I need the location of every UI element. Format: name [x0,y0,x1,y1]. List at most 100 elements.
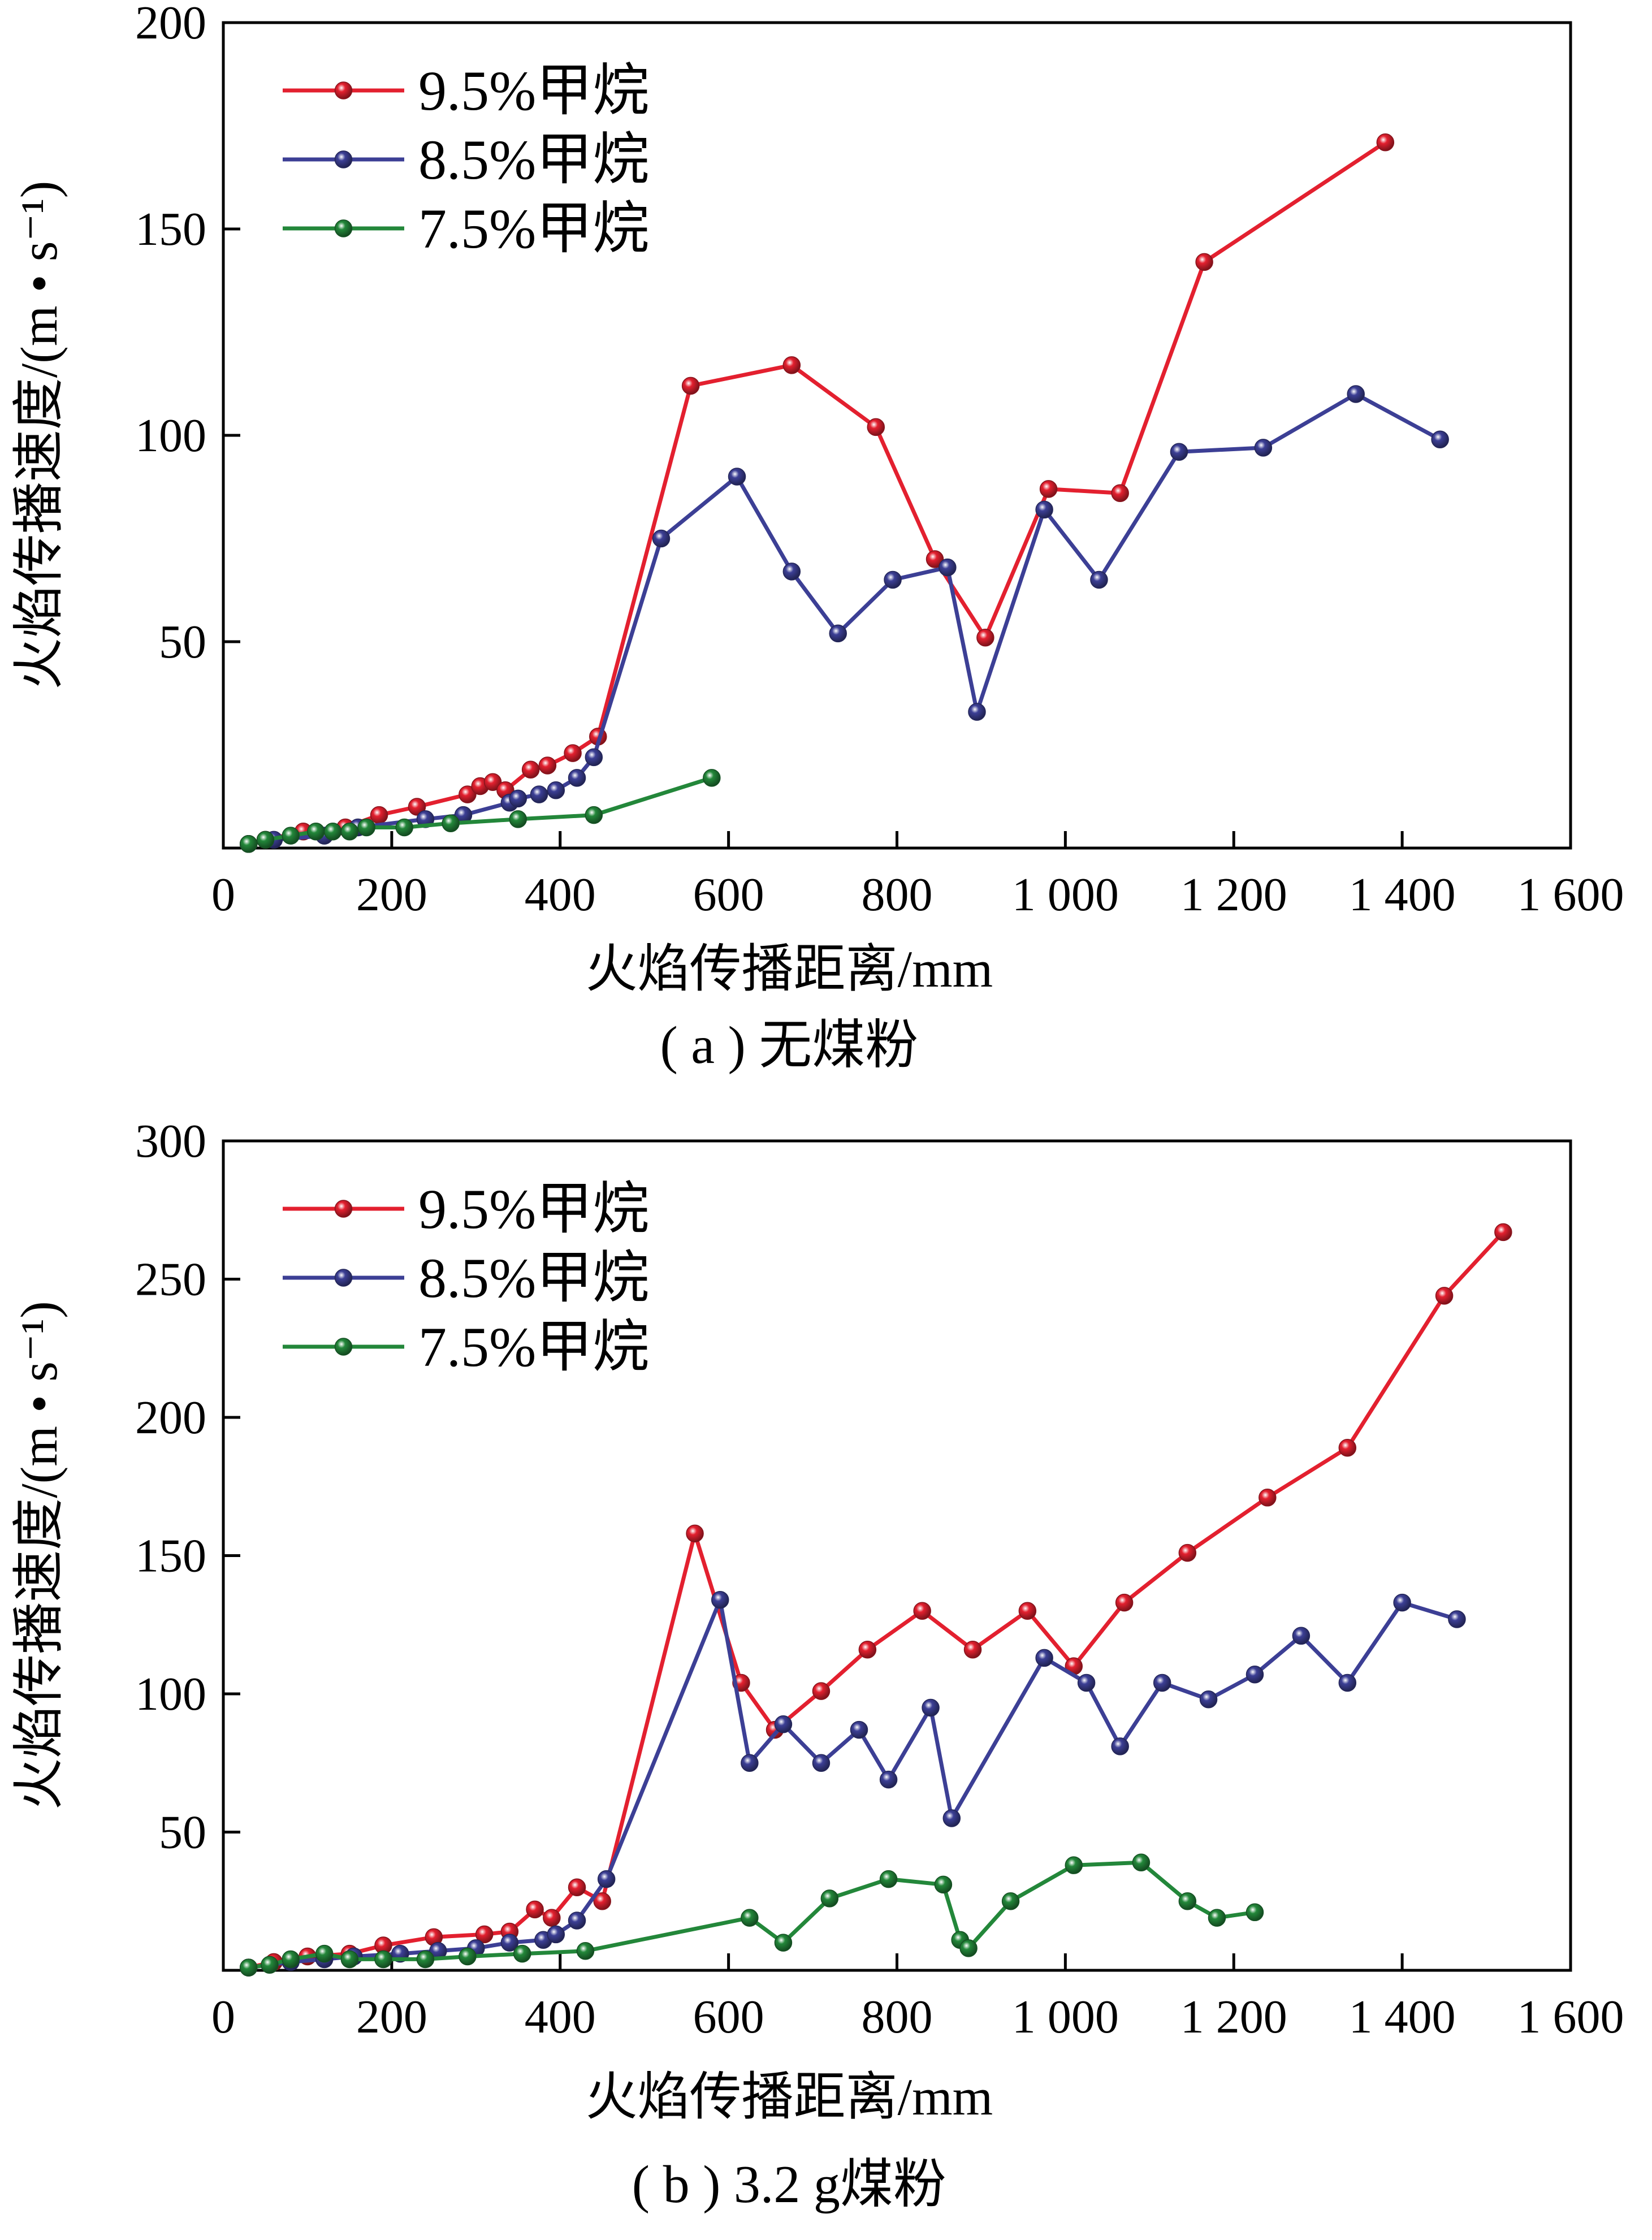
y-tick-label-a: 200 [135,0,206,49]
data-point-green-b [416,1950,435,1969]
legend-marker-green-b [334,1338,353,1356]
data-point-green-b [1001,1892,1020,1910]
y-tick-label-b: 200 [135,1391,206,1444]
data-point-blue-b [500,1934,519,1952]
data-point-blue-b [1111,1737,1129,1755]
data-point-red-b [1494,1223,1512,1242]
data-point-red-b [543,1909,561,1927]
legend-marker-red-b [334,1200,353,1218]
data-point-blue-a [782,563,801,581]
data-point-blue-a [1170,443,1188,461]
y-tick-label-a: 150 [135,203,206,256]
data-point-blue-a [568,769,586,787]
data-point-blue-b [1153,1673,1171,1692]
data-point-blue-b [1199,1690,1218,1709]
data-point-green-b [576,1942,595,1960]
x-tick-label-b: 1 200 [1180,1991,1287,2043]
data-point-blue-a [829,624,847,643]
data-point-green-b [239,1958,258,1977]
data-point-green-b [1065,1856,1083,1874]
data-point-green-a [442,814,460,832]
data-point-blue-b [1035,1649,1053,1667]
y-tick-label-b: 300 [135,1115,206,1167]
x-tick-label-a: 400 [525,868,596,921]
data-point-red-a [408,798,426,816]
x-tick-label-b: 600 [693,1991,764,2043]
data-point-green-a [357,818,375,837]
data-point-blue-a [728,468,746,486]
legend-label-green-b: 7.5%甲烷 [418,1316,649,1378]
data-point-blue-b [1448,1610,1466,1628]
data-point-blue-b [1246,1666,1264,1684]
data-point-green-a [395,818,413,837]
legend-label-red-a: 9.5%甲烷 [418,59,649,122]
legend-marker-blue-b [334,1269,353,1287]
data-point-red-a [1039,480,1058,498]
legend-marker-green-a [334,219,353,237]
data-point-red-a [976,628,994,647]
x-tick-label-a: 1 400 [1349,868,1456,921]
data-point-red-b [1338,1439,1357,1457]
x-tick-label-b: 1 600 [1517,1991,1624,2043]
caption-b: ( b ) 3.2 g煤粉 [632,2155,946,2214]
data-point-red-a [483,773,502,791]
y-tick-label-b: 50 [159,1806,206,1859]
data-point-blue-b [774,1715,793,1733]
x-tick-label-a: 800 [862,868,933,921]
data-point-blue-b [711,1590,729,1609]
x-tick-label-b: 1 000 [1012,1991,1119,2043]
data-point-green-a [239,834,258,853]
data-point-red-a [782,356,801,374]
data-point-green-a [340,823,359,841]
legend-marker-red-a [334,81,353,100]
data-point-red-a [1195,253,1213,271]
series-red-a [239,133,1395,853]
data-point-blue-a [884,570,902,589]
x-tick-label-a: 0 [211,868,235,921]
series-blue-a [239,385,1449,853]
data-point-green-b [513,1944,531,1963]
data-point-blue-a [585,748,603,767]
data-point-green-b [1208,1909,1226,1927]
data-point-green-b [340,1950,359,1969]
legend-label-blue-b: 8.5%甲烷 [418,1247,649,1309]
data-point-blue-a [939,558,957,577]
data-point-blue-b [1393,1593,1411,1612]
data-point-green-b [374,1950,392,1969]
data-point-blue-b [568,1912,586,1930]
y-axis-title-a: 火焰传播速度/(m • s⁻¹) [10,181,68,690]
x-tick-label-b: 800 [862,1991,933,2043]
data-point-red-a [538,756,557,775]
data-point-red-b [1259,1489,1277,1507]
data-point-green-b [820,1889,839,1908]
data-point-blue-a [509,789,527,808]
legend-marker-blue-a [334,150,353,168]
data-point-red-b [963,1641,982,1659]
data-point-green-b [282,1950,300,1969]
data-point-blue-a [1090,570,1108,589]
data-point-green-a [282,827,300,845]
data-point-blue-b [879,1770,898,1789]
data-point-green-a [323,823,342,841]
data-point-red-a [867,418,885,436]
data-point-red-a [370,806,388,824]
data-point-red-a [1111,484,1129,502]
data-point-green-a [256,831,275,849]
data-point-green-a [307,823,325,841]
data-point-green-b [934,1875,953,1894]
legend-label-green-a: 7.5%甲烷 [418,197,649,260]
data-point-red-b [913,1602,931,1620]
x-tick-label-b: 1 400 [1349,1991,1456,2043]
data-point-red-b [568,1878,586,1897]
data-point-blue-a [652,529,671,548]
y-tick-label-b: 100 [135,1668,206,1720]
series-line-blue-b [248,1598,1458,1970]
data-point-blue-b [1338,1673,1357,1692]
legend-label-blue-a: 8.5%甲烷 [418,128,649,191]
legend-label-red-b: 9.5%甲烷 [418,1178,649,1240]
x-tick-label-a: 200 [356,868,427,921]
data-point-green-a [509,810,527,828]
data-point-red-a [564,744,582,762]
series-blue-b [239,1590,1466,1977]
